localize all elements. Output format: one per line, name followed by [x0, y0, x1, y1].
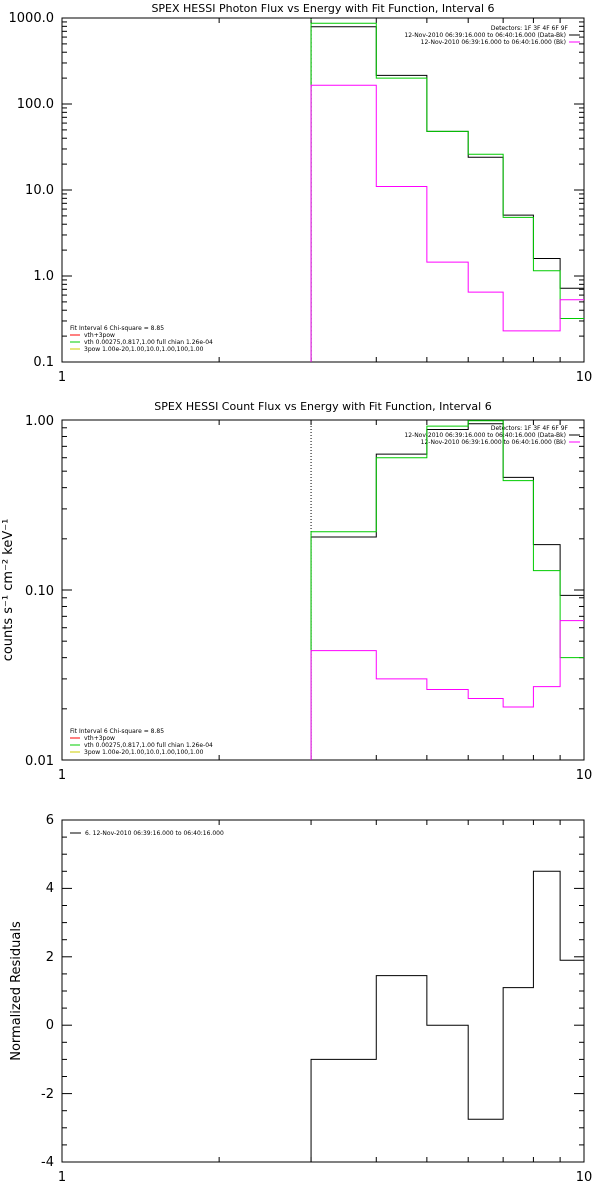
series-vth-line	[310, 22, 584, 362]
y-tick-label: 0.1	[33, 355, 54, 370]
y-tick-labels: 0.1 1.0 10.0 100.0 1000.0	[9, 11, 55, 370]
legend-bottom-left: Fit Interval 6 Chi-square = 8.85 vth+3po…	[70, 325, 213, 353]
residual-series-line	[310, 870, 584, 1162]
series-bk-line	[310, 84, 584, 362]
photon-flux-panel: SPEX HESSI Photon Flux vs Energy with Fi…	[9, 2, 593, 385]
plot-frame	[61, 419, 585, 761]
chart-title: SPEX HESSI Photon Flux vs Energy with Fi…	[151, 2, 494, 15]
y-tick-label: 100.0	[17, 97, 54, 112]
x-tick-label: 10	[576, 370, 593, 385]
legend-text: vth+3pow	[84, 735, 115, 742]
x-tick-label: 1	[58, 370, 66, 385]
x-tick-label: 10	[576, 1170, 593, 1185]
legend-text: 12-Nov-2010 06:39:16.000 to 06:40:16.000…	[404, 432, 566, 439]
legend-text: 6. 12-Nov-2010 06:39:16.000 to 06:40:16.…	[85, 830, 224, 837]
y-tick-label: 6	[46, 813, 54, 828]
legend-text: Detectors: 1F 3F 4F 6F 9F	[491, 25, 569, 32]
y-tick-label: -2	[41, 1087, 54, 1102]
legend-text: vth 0.00275,0.817,1.00 full chian 1.26e-…	[84, 339, 213, 346]
y-tick-label: 1.0	[33, 269, 54, 284]
y-axis-label: counts s⁻¹ cm⁻² keV⁻¹	[1, 519, 16, 662]
legend-text: 12-Nov-2010 06:39:16.000 to 06:40:16.000…	[421, 439, 566, 446]
legend-text: vth 0.00275,0.817,1.00 full chian 1.26e-…	[84, 742, 213, 749]
legend-top-left: 6. 12-Nov-2010 06:39:16.000 to 06:40:16.…	[70, 830, 224, 837]
count-flux-panel: SPEX HESSI Count Flux vs Energy with Fit…	[1, 400, 592, 783]
series-bk-line	[310, 620, 584, 760]
series-data-bk-line	[310, 423, 584, 760]
y-tick-label: 0.01	[25, 754, 54, 769]
y-tick-label: 1.00	[25, 414, 54, 429]
legend-text: Fit Interval 6 Chi-square = 8.85	[70, 325, 164, 332]
y-tick-label: 10.0	[25, 183, 54, 198]
legend-text: 12-Nov-2010 06:39:16.000 to 06:40:16.000…	[421, 39, 566, 46]
y-axis-label: Normalized Residuals	[9, 921, 24, 1061]
y-tick-labels: -4 -2 0 2 4 6	[41, 813, 54, 1170]
legend-text: 3pow 1.00e-20,1.00,10.0,1.00,100,1.00	[84, 749, 204, 756]
y-tick-label: 0.10	[25, 584, 54, 599]
legend-top-right: Detectors: 1F 3F 4F 6F 9F 12-Nov-2010 06…	[404, 25, 580, 46]
chart-marks	[61, 17, 585, 1163]
x-tick-label: 1	[58, 1170, 66, 1185]
series-data-bk-line	[310, 26, 584, 362]
legend-top-right: Detectors: 1F 3F 4F 6F 9F 12-Nov-2010 06…	[404, 425, 580, 446]
y-tick-label: 2	[46, 950, 54, 965]
legend-text: Fit Interval 6 Chi-square = 8.85	[70, 728, 164, 735]
legend-text: Detectors: 1F 3F 4F 6F 9F	[491, 425, 569, 432]
plot-frame	[61, 17, 585, 363]
y-tick-label: 1000.0	[9, 11, 55, 26]
y-tick-label: -4	[41, 1155, 54, 1170]
y-tick-label: 0	[46, 1018, 54, 1033]
legend-text: vth+3pow	[84, 332, 115, 339]
series-vth-line	[310, 420, 584, 760]
x-tick-label: 1	[58, 768, 66, 783]
plot-frame	[61, 819, 585, 1163]
legend-text: 3pow 1.00e-20,1.00,10.0,1.00,100,1.00	[84, 346, 204, 353]
legend-text: 12-Nov-2010 06:39:16.000 to 06:40:16.000…	[404, 32, 566, 39]
chart-title: SPEX HESSI Count Flux vs Energy with Fit…	[154, 400, 491, 413]
y-tick-label: 4	[46, 881, 54, 896]
residuals-panel: Normalized Residuals -4 -2 0 2 4 6 1 10 …	[9, 813, 592, 1185]
y-tick-labels: 0.01 0.10 1.00	[25, 414, 54, 769]
x-tick-label: 10	[576, 768, 593, 783]
legend-bottom-left: Fit Interval 6 Chi-square = 8.85 vth+3po…	[70, 728, 213, 756]
